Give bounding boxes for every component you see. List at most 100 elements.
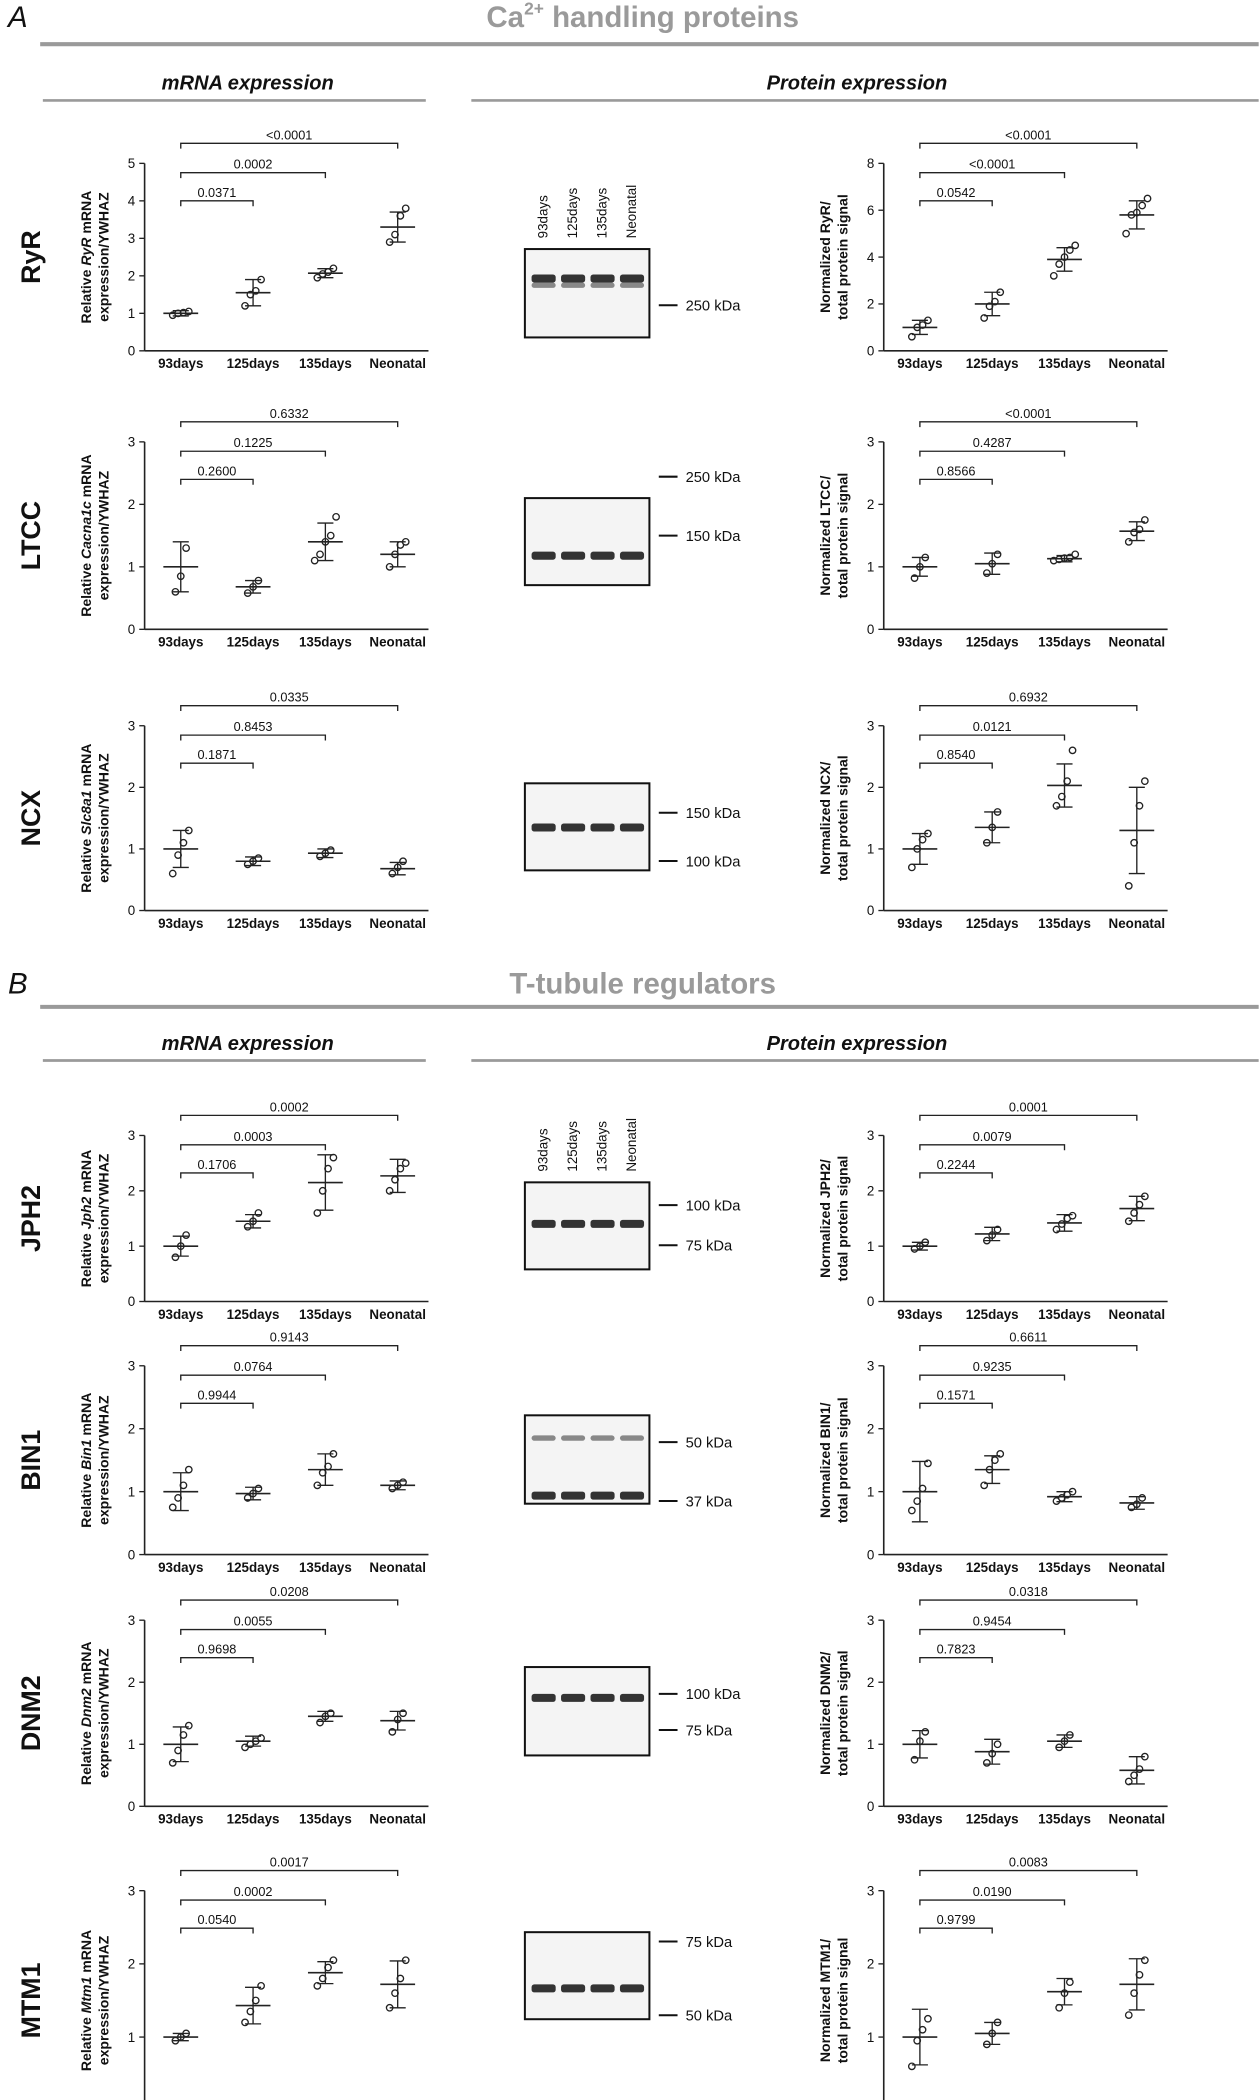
y-axis-label-part: Relative (78, 559, 94, 617)
comparison-bracket (180, 1599, 399, 1606)
data-point (332, 512, 340, 521)
blot-band (590, 1491, 615, 1500)
data-point (399, 857, 407, 866)
x-tick-label: 125days (227, 1307, 280, 1322)
marker-label: 75 kDa (686, 1239, 733, 1255)
lane-label: 93days (536, 1128, 551, 1171)
blot-band (531, 274, 556, 283)
data-point (1138, 1494, 1147, 1502)
x-tick-label: 93days (158, 1812, 203, 1827)
data-point (1140, 1956, 1149, 1965)
p-value: 0.8566 (937, 463, 976, 478)
x-tick-label: 125days (227, 356, 280, 371)
y-tick-label: 1 (867, 842, 874, 857)
comparison-bracket (919, 478, 993, 485)
y-tick-label: 2 (128, 497, 135, 512)
y-axis-label-part: Relative (78, 835, 94, 893)
error-bar (1056, 1734, 1073, 1749)
y-tick-label: 3 (867, 435, 874, 450)
blot-band (619, 1435, 645, 1441)
blot-band (590, 1693, 615, 1702)
comparison-bracket (180, 1114, 399, 1121)
comparison-bracket (919, 704, 1138, 712)
y-axis-label: Normalized BIN1/ (817, 1402, 833, 1518)
data-point (980, 314, 989, 322)
y-tick-label: 1 (128, 1484, 135, 1499)
x-tick-label: 135days (1038, 1307, 1091, 1322)
blot-band (590, 1984, 615, 1993)
comparison-bracket (919, 1869, 1138, 1876)
y-axis-label-part: mRNA (78, 1930, 94, 1977)
data-point (168, 869, 177, 878)
error-bar (317, 1961, 334, 1985)
x-tick-label: 135days (299, 635, 352, 650)
lane-label: 135days (595, 1121, 610, 1172)
comparison-bracket (919, 200, 993, 207)
y-axis-label-part: Relative (78, 1229, 94, 1287)
y-axis-label-part: mRNA (78, 1393, 94, 1440)
marker-label: 100 kDa (686, 1198, 742, 1214)
comparison-bracket (919, 734, 1066, 741)
p-value: 0.0542 (937, 185, 976, 200)
error-bar (317, 1710, 334, 1722)
error-bar (911, 319, 928, 336)
data-point (982, 569, 991, 577)
error-bar (984, 552, 1001, 576)
data-point (993, 1740, 1002, 1749)
p-value: 0.7823 (937, 1642, 976, 1657)
y-axis-label: expression/YWHAZ (95, 1153, 111, 1283)
y-axis-label: Normalized JPH2/ (817, 1159, 833, 1278)
error-bar (911, 832, 928, 865)
section-title-part: T-tubule regulators (509, 968, 776, 1001)
x-tick-label: 93days (897, 635, 942, 650)
comparison-bracket (180, 1927, 254, 1934)
comparison-bracket (919, 1599, 1138, 1606)
p-value: 0.0190 (973, 1884, 1012, 1899)
p-value: 0.0079 (973, 1129, 1012, 1144)
data-point (907, 2062, 916, 2071)
x-tick-label: Neonatal (369, 1560, 426, 1575)
y-tick-label: 4 (867, 250, 875, 265)
error-bar (1128, 1958, 1145, 2011)
p-value: 0.0121 (973, 719, 1012, 734)
y-axis-label-part: mRNA (78, 744, 94, 791)
error-bar (172, 310, 189, 317)
y-axis-label-part: Relative (78, 2013, 94, 2071)
x-tick-label: 125days (966, 1307, 1019, 1322)
x-tick-label: 125days (227, 1812, 280, 1827)
blot-band (531, 1435, 556, 1441)
marker-label: 250 kDa (686, 470, 742, 486)
y-axis-label-part: Cacna1c (78, 501, 94, 559)
y-tick-label: 0 (867, 344, 874, 359)
blot-band (561, 1219, 586, 1228)
comparison-bracket (919, 1628, 1066, 1635)
data-point (1124, 881, 1133, 890)
p-value: 0.0002 (234, 1884, 273, 1899)
error-bar (389, 1960, 406, 2009)
p-value: <0.0001 (1005, 406, 1051, 421)
row-label: LTCC (16, 501, 46, 570)
y-tick-label: 3 (128, 1128, 135, 1143)
data-point (401, 1956, 410, 1965)
comparison-bracket (919, 172, 1066, 179)
p-value: 0.0318 (1009, 1584, 1048, 1599)
data-point (310, 556, 319, 565)
p-value: 0.9799 (937, 1912, 976, 1927)
row-label: BIN1 (16, 1430, 46, 1491)
blot-band (590, 282, 615, 288)
y-tick-label: 0 (128, 1294, 135, 1309)
blot-band (561, 1693, 586, 1702)
data-point (924, 2014, 932, 2023)
y-tick-label: 1 (128, 2030, 135, 2045)
comparison-bracket (180, 1869, 399, 1876)
x-tick-label: Neonatal (1109, 635, 1166, 650)
x-tick-label: 135days (1038, 635, 1091, 650)
error-bar (172, 2032, 189, 2042)
y-tick-label: 0 (867, 1294, 874, 1309)
y-tick-label: 0 (867, 1547, 874, 1562)
blot-band (590, 1435, 615, 1441)
error-bar (1056, 247, 1073, 272)
marker-label: 75 kDa (686, 1723, 733, 1739)
error-bar (389, 1480, 406, 1491)
data-point (168, 1503, 177, 1512)
